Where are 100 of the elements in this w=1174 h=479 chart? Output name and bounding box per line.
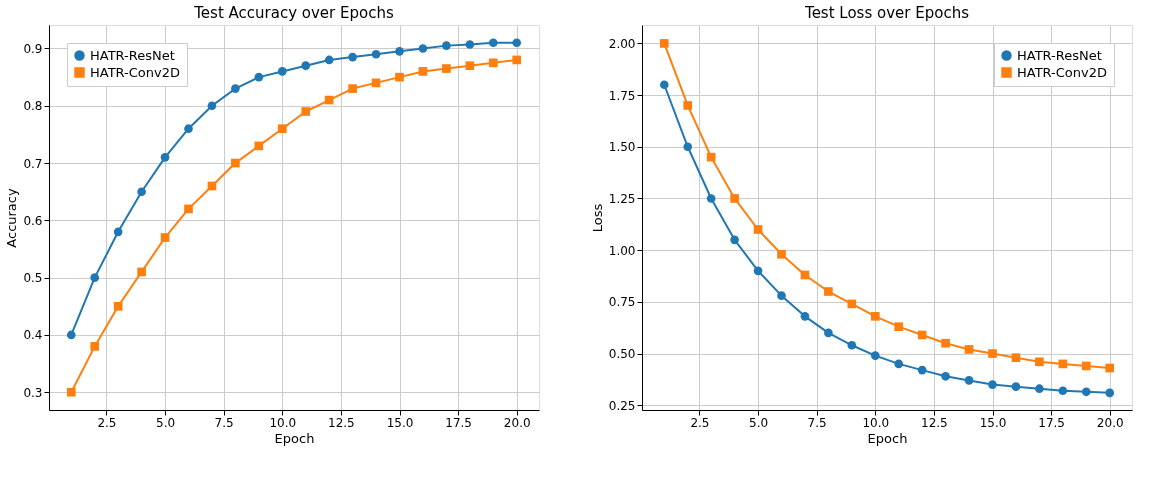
point: [207, 101, 217, 111]
x-tick-label: 12.5: [921, 415, 948, 430]
point: [348, 84, 357, 93]
point: [917, 365, 927, 375]
point: [1058, 386, 1068, 396]
point: [113, 227, 123, 237]
point: [683, 101, 693, 110]
point: [1011, 353, 1021, 363]
x-tick-label: 20.0: [503, 415, 531, 430]
point: [301, 107, 311, 116]
x-tick-label: 15.0: [979, 415, 1007, 430]
point: [706, 194, 716, 203]
point: [90, 342, 100, 351]
chart-title: Test Accuracy over Epochs: [193, 4, 394, 22]
point: [870, 312, 880, 321]
point: [488, 58, 498, 68]
point: [730, 235, 739, 245]
point: [777, 249, 786, 259]
x-tick-label: 15.0: [386, 415, 414, 430]
point: [1011, 382, 1021, 391]
x-tick-label: 7.5: [214, 415, 234, 430]
point: [988, 349, 997, 358]
point: [395, 47, 404, 56]
legend-label: HATR-ResNet: [90, 47, 175, 63]
x-axis-title: Epoch: [867, 430, 908, 446]
point: [824, 328, 833, 338]
point: [683, 142, 693, 152]
point: [231, 158, 240, 168]
point: [66, 387, 76, 397]
x-tick-label: 10.0: [269, 415, 297, 430]
point: [1035, 357, 1044, 367]
point: [442, 41, 451, 50]
point: [659, 39, 669, 48]
y-tick-label: 0.3: [23, 385, 43, 400]
y-tick-label: 0.8: [23, 99, 43, 114]
point: [512, 38, 522, 48]
y-tick-label: 0.7: [23, 156, 43, 171]
point: [941, 338, 950, 348]
y-tick-label: 1.75: [608, 88, 636, 103]
x-tick-label: 5.0: [156, 415, 176, 430]
x-tick-label: 12.5: [328, 415, 355, 430]
point: [137, 267, 146, 277]
point: [184, 124, 193, 134]
point: [753, 266, 763, 276]
y-tick-label: 0.6: [23, 213, 43, 228]
point: [418, 44, 428, 53]
x-tick-label: 17.5: [1038, 415, 1065, 430]
point: [753, 225, 763, 234]
point: [231, 84, 240, 93]
point: [1105, 363, 1115, 373]
x-tick-label: 10.0: [862, 415, 890, 430]
point: [1105, 388, 1115, 398]
point: [254, 72, 264, 82]
x-tick-label: 5.0: [749, 415, 769, 430]
point: [894, 359, 904, 369]
y-tick-label: 1.25: [608, 191, 636, 206]
point: [277, 67, 287, 76]
y-axis-title: Accuracy: [4, 188, 20, 248]
x-tick-label: 7.5: [807, 415, 827, 430]
point: [160, 153, 170, 162]
point: [371, 49, 381, 59]
x-tick-label: 2.5: [97, 415, 117, 430]
point: [988, 380, 997, 389]
point: [847, 340, 857, 350]
x-tick-label: 2.5: [690, 415, 710, 430]
point: [964, 376, 974, 385]
legend-label: HATR-Conv2D: [1017, 64, 1108, 80]
point: [66, 330, 76, 340]
point: [659, 80, 669, 90]
point: [1081, 361, 1091, 371]
point: [465, 40, 475, 49]
point: [824, 287, 833, 296]
point: [113, 301, 123, 311]
legend-label: HATR-Conv2D: [90, 64, 181, 80]
y-axis-title: Loss: [589, 203, 605, 233]
x-tick-label: 20.0: [1096, 415, 1124, 430]
point: [90, 273, 100, 282]
y-tick-label: 1.00: [608, 243, 636, 258]
point: [894, 322, 904, 331]
point: [1081, 387, 1091, 397]
y-tick-label: 1.50: [608, 140, 636, 155]
chart-title: Test Loss over Epochs: [804, 4, 970, 22]
point: [1035, 384, 1044, 394]
point: [160, 233, 170, 242]
y-tick-label: 0.25: [608, 398, 636, 413]
x-axis-title: Epoch: [274, 430, 315, 446]
point: [395, 72, 404, 82]
y-tick-label: 0.4: [23, 328, 43, 343]
point: [137, 187, 146, 197]
point: [301, 61, 311, 70]
point: [324, 55, 334, 65]
x-tick-label: 17.5: [445, 415, 472, 430]
point: [777, 291, 786, 300]
point: [964, 345, 974, 354]
point: [418, 67, 428, 76]
legend-label: HATR-ResNet: [1017, 47, 1102, 63]
point: [277, 124, 287, 134]
point: [730, 194, 739, 203]
point: [488, 38, 498, 48]
point: [800, 312, 810, 321]
